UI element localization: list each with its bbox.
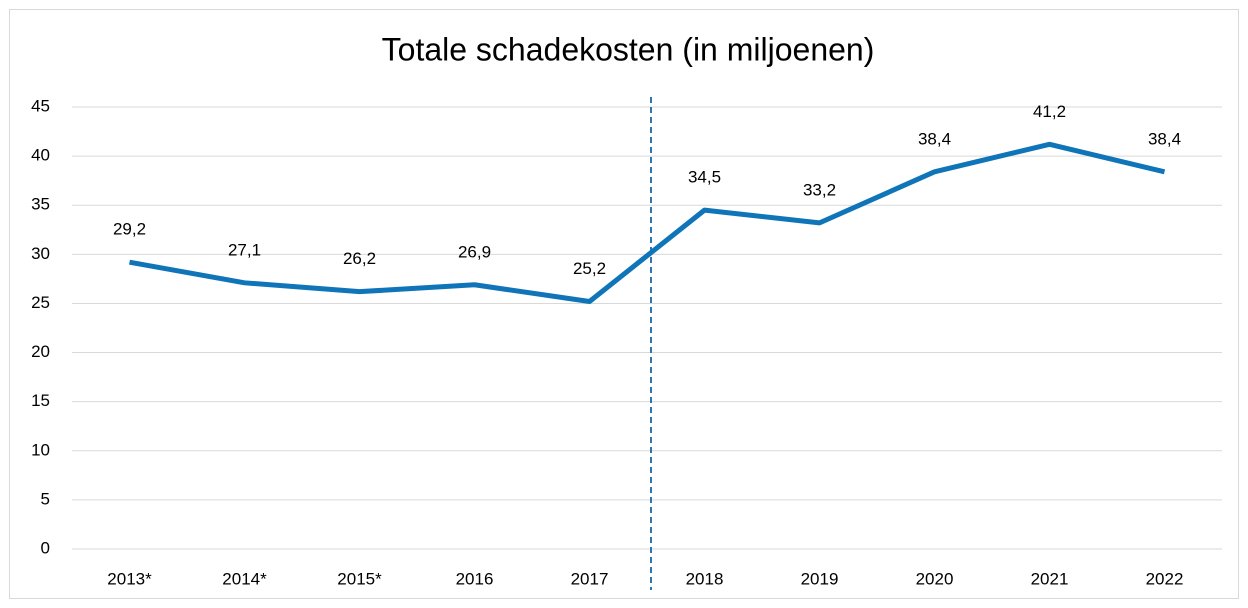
chart-border [9,9,1239,599]
data-label: 41,2 [1033,102,1066,121]
data-line [129,141,1166,304]
data-label: 38,4 [918,129,951,148]
y-tick-label: 25 [31,293,50,312]
data-label: 26,9 [458,242,491,261]
y-tick-label: 45 [31,96,50,115]
y-tick-label: 15 [31,391,50,410]
data-label: 33,2 [803,180,836,199]
data-label: 34,5 [688,168,721,187]
data-label: 25,2 [573,259,606,278]
y-tick-label: 35 [31,195,50,214]
y-tick-label: 10 [31,440,50,459]
y-tick-label: 0 [41,538,50,557]
x-tick-label: 2019 [801,569,839,588]
y-tick-label: 40 [31,146,50,165]
y-tick-label: 20 [31,342,50,361]
x-tick-label: 2020 [916,569,954,588]
data-label: 38,4 [1148,129,1181,148]
y-tick-label: 5 [41,489,50,508]
x-tick-label: 2022 [1146,569,1184,588]
y-tick-label: 30 [31,244,50,263]
data-label: 26,2 [343,249,376,268]
x-tick-label: 2018 [686,569,724,588]
data-label: 27,1 [228,240,261,259]
data-label: 29,2 [113,220,146,239]
chart-title: Totale schadekosten (in miljoenen) [382,31,875,67]
x-tick-label: 2021 [1031,569,1069,588]
x-tick-label: 2017 [571,569,609,588]
x-tick-label: 2015* [337,569,382,588]
x-tick-label: 2016 [456,569,494,588]
x-tick-label: 2013* [107,569,152,588]
x-tick-label: 2014* [222,569,267,588]
